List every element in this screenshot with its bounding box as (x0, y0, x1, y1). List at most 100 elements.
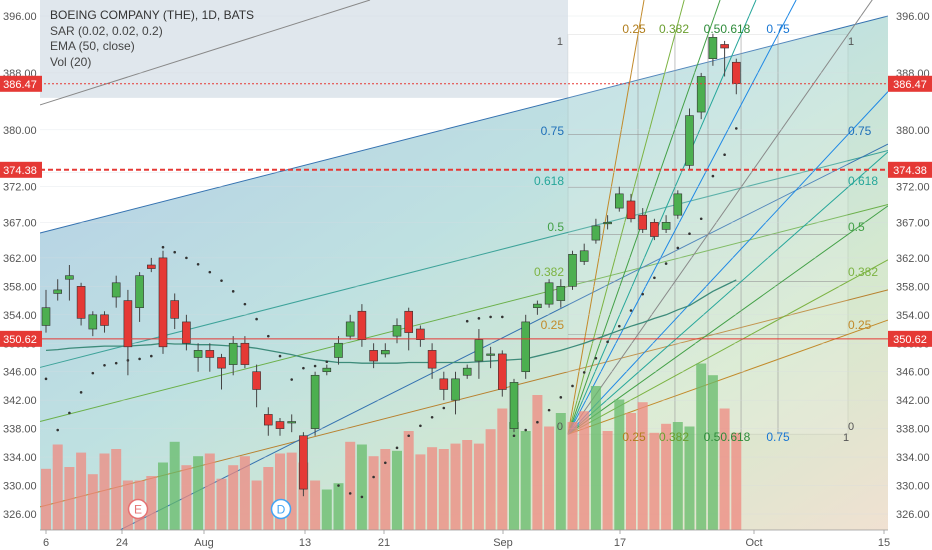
candle-body (111, 282, 121, 298)
volume-bar (403, 431, 414, 530)
candle (275, 417, 285, 436)
sar-dot (138, 357, 141, 361)
candle (556, 279, 566, 308)
sar-dot (313, 364, 317, 368)
volume-bar (707, 375, 718, 530)
volume-bar (450, 443, 461, 530)
volume-bar (275, 453, 285, 530)
y-tick-right: 330.00 (896, 481, 930, 493)
volume-bar (462, 440, 473, 530)
candle-body (240, 342, 250, 365)
sar-dot (348, 492, 352, 495)
y-tick-right: 367.00 (896, 217, 930, 229)
price-tag-box (888, 75, 932, 92)
candle-body (345, 321, 355, 337)
sar-dot (56, 428, 59, 432)
volume-bar (661, 423, 672, 530)
indicator-vol-label[interactable]: Vol (20) (50, 54, 92, 69)
sar-dot (384, 461, 387, 465)
event-marker-circle (127, 498, 149, 520)
candle-body (310, 374, 320, 429)
y-tick-right: 338.00 (896, 424, 930, 436)
volume-bar (251, 480, 262, 530)
y-tick-left: 380.00 (3, 125, 37, 137)
sar-dot (594, 356, 598, 360)
sar-dot (489, 315, 492, 319)
y-tick-left: 362.00 (3, 253, 37, 265)
candle (135, 272, 144, 322)
sar-dot (442, 406, 446, 410)
event-marker-e[interactable]: E (127, 498, 149, 520)
candle (369, 343, 378, 369)
volume-bar (310, 480, 321, 530)
candle-body (322, 367, 332, 373)
sar-dot (103, 364, 106, 367)
candle-body (533, 303, 542, 308)
candle (439, 371, 449, 401)
y-tick-right: 342.00 (896, 395, 930, 407)
sar-dot (255, 317, 258, 321)
sar-dot (477, 317, 481, 320)
price-tag: 350.62 (3, 334, 37, 346)
candle-body (41, 307, 51, 326)
candle-body (720, 44, 729, 49)
candle (252, 364, 261, 408)
volume-bar (719, 408, 730, 530)
y-tick-left: 367.00 (3, 217, 37, 229)
trend-line-top (39, 0, 371, 106)
volume-bar (602, 431, 613, 530)
y-tick-right: 358.00 (896, 281, 930, 293)
candle-body (673, 193, 683, 216)
candle-body (556, 286, 566, 301)
volume-bar (520, 431, 531, 530)
sar-dot (196, 262, 200, 266)
sar-dot (91, 371, 95, 375)
volume-bar (263, 467, 274, 530)
y-tick-right: 326.00 (896, 509, 930, 521)
fan-left-label: 0.75 (541, 124, 565, 138)
sar-dot (208, 270, 212, 274)
sar-dot (395, 446, 399, 450)
indicator-sar-label[interactable]: SAR (0.02, 0.02, 0.2) (50, 23, 163, 38)
sar-dot (278, 354, 282, 358)
price-tag: 374.38 (893, 165, 927, 177)
fan-bottom-label: 0.75 (766, 430, 790, 444)
y-tick-right: 362.00 (896, 253, 930, 265)
candle-body (65, 275, 74, 280)
candle (568, 250, 577, 290)
volume-bar (392, 450, 402, 530)
candle-body (509, 382, 519, 429)
candle (263, 407, 273, 436)
fan-right-label: 0.5 (848, 220, 865, 234)
volume-bar (193, 456, 204, 530)
sar-dot (220, 279, 223, 282)
candle-body (100, 314, 109, 326)
candle-body (170, 300, 179, 319)
indicator-ema-label[interactable]: EMA (50, close) (50, 39, 135, 53)
x-tick-label: Sep (493, 537, 513, 549)
candle (521, 314, 531, 379)
pitchfork-fill (40, 16, 888, 530)
sar-dot (267, 334, 270, 338)
candle-body (416, 328, 425, 340)
event-marker-circle (270, 498, 292, 520)
candle (205, 343, 215, 372)
pitchfork-upper-line (39, 15, 889, 234)
sar-dot (723, 153, 726, 157)
candle (228, 336, 238, 376)
candle-body (544, 282, 554, 305)
candle (357, 304, 367, 347)
y-tick-right: 396.00 (896, 11, 930, 23)
sar-dot (290, 378, 294, 381)
sar-dot (618, 324, 621, 328)
x-tick-label: 21 (378, 537, 390, 549)
volume-bar (427, 447, 438, 530)
fib-speed-fan (567, 0, 889, 435)
volume-bar (485, 429, 496, 530)
volume-bar (181, 465, 192, 530)
event-marker-d[interactable]: D (270, 498, 292, 520)
candle (123, 289, 133, 376)
